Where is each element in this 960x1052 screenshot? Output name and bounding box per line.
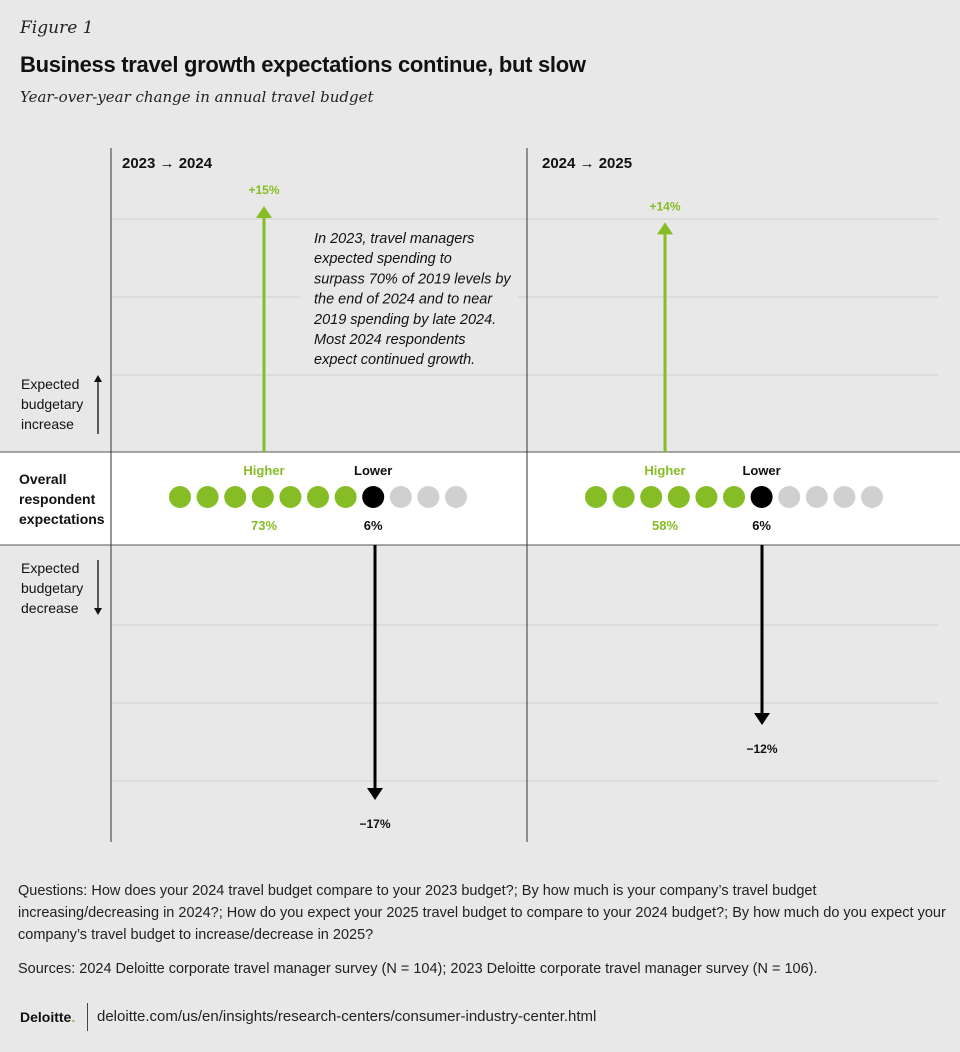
footer-divider <box>87 1003 88 1031</box>
lower-label: Lower <box>742 463 780 478</box>
higher-label: Higher <box>243 463 284 478</box>
higher-dot <box>169 486 191 508</box>
neutral-dot <box>417 486 440 508</box>
survey-questions-note: Questions: How does your 2024 travel bud… <box>18 883 946 943</box>
increase-value-label: +14% <box>649 199 680 213</box>
higher-dot <box>612 486 635 508</box>
neutral-dot <box>778 486 801 508</box>
increase-arrow-head <box>256 206 272 218</box>
footer-url-link[interactable]: deloitte.com/us/en/insights/research-cen… <box>97 1008 597 1025</box>
increase-value-label: +15% <box>248 183 279 197</box>
label-expected-increase: Expected budgetary increase <box>21 376 83 432</box>
neutral-dot <box>389 486 412 508</box>
higher-label: Higher <box>644 463 685 478</box>
decrease-arrow-head <box>754 713 770 725</box>
lower-dot <box>750 486 773 508</box>
neutral-dot <box>805 486 828 508</box>
higher-percent-label: 73% <box>251 518 277 533</box>
decrease-value-label: −17% <box>359 817 390 831</box>
chart-subtitle: Year-over-year change in annual travel b… <box>20 88 374 106</box>
higher-percent-label: 58% <box>652 518 678 533</box>
lower-label: Lower <box>354 463 392 478</box>
higher-dot <box>251 486 274 508</box>
decrease-value-label: −12% <box>746 742 777 756</box>
higher-dot <box>279 486 302 508</box>
chart-title: Business travel growth expectations cont… <box>20 52 586 77</box>
annotation-background <box>300 224 518 372</box>
decrease-indicator-arrowhead <box>94 608 102 615</box>
brand-dot: . <box>71 1009 76 1025</box>
sources-note: Sources: 2024 Deloitte corporate travel … <box>18 961 818 977</box>
chart-area: Expected budgetary increase Overall responde… <box>0 148 960 842</box>
higher-dot <box>585 486 607 508</box>
higher-dot <box>723 486 745 508</box>
increase-indicator-arrowhead <box>94 375 102 382</box>
higher-dot <box>334 486 357 508</box>
annotation-text: In 2023, travel managers expected spendin… <box>313 231 511 368</box>
panel-header: 2024 → 2025 <box>542 155 632 172</box>
neutral-dot <box>445 486 467 508</box>
lower-percent-label: 6% <box>364 518 383 533</box>
deloitte-logo: Deloitte. <box>20 1009 75 1025</box>
higher-dot <box>224 486 247 508</box>
higher-dot <box>196 486 219 508</box>
neutral-dot <box>833 486 856 508</box>
panel-header: 2023 → 2024 <box>122 155 213 172</box>
neutral-dot <box>861 486 883 508</box>
label-expected-decrease: Expected budgetary decrease <box>21 560 83 616</box>
figure-label: Figure 1 <box>20 18 94 38</box>
higher-dot <box>640 486 663 508</box>
lower-dot <box>362 486 385 508</box>
higher-dot <box>667 486 690 508</box>
increase-arrow-head <box>657 222 673 235</box>
brand-name: Deloitte <box>20 1009 72 1025</box>
higher-dot <box>307 486 329 508</box>
lower-percent-label: 6% <box>752 518 771 533</box>
decrease-arrow-head <box>367 788 383 800</box>
label-overall-expectations: Overall respondent expectations <box>19 471 105 527</box>
higher-dot <box>695 486 718 508</box>
